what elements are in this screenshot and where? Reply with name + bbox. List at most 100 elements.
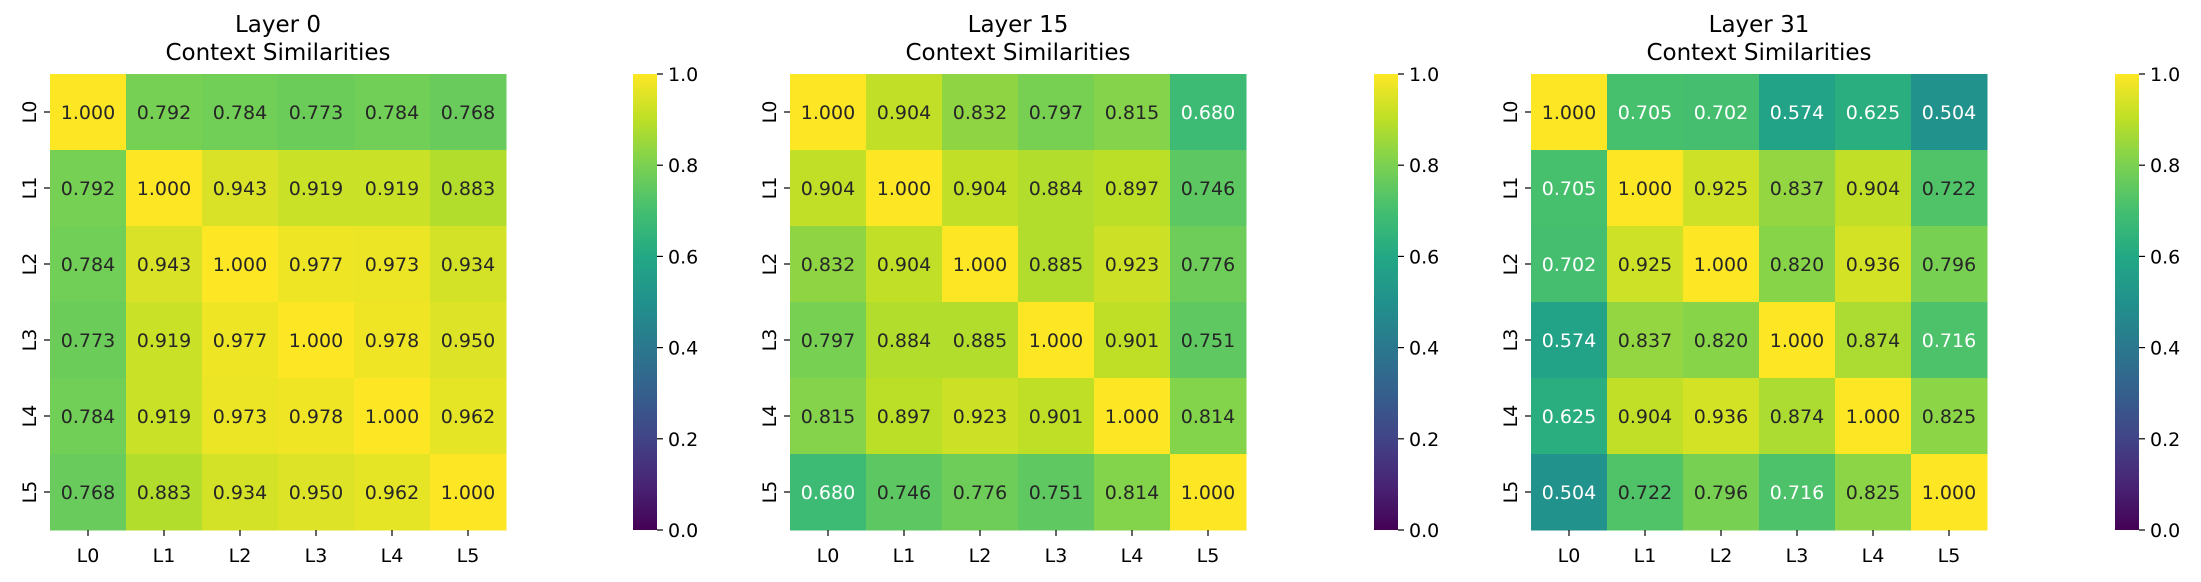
cell-value-label: 0.884 <box>877 330 931 352</box>
heatmap-cell <box>1170 226 1247 303</box>
cell-value-label: 1.000 <box>365 406 419 428</box>
heatmap-cell <box>1607 226 1684 303</box>
heatmap-cell <box>430 454 507 531</box>
x-tick-label: L1 <box>153 545 176 567</box>
chart-title-line-0: Layer 15 <box>968 12 1069 38</box>
cell-value-label: 0.919 <box>289 178 343 200</box>
x-tick-label: L1 <box>1634 545 1657 567</box>
x-tick-label: L5 <box>1938 545 1961 567</box>
cell-value-label: 0.883 <box>137 482 191 504</box>
cell-value-label: 1.000 <box>137 178 191 200</box>
cell-value-label: 1.000 <box>1770 330 1824 352</box>
cell-value-label: 0.574 <box>1770 102 1824 124</box>
cell-value-label: 0.934 <box>441 254 495 276</box>
colorbar <box>2115 74 2139 530</box>
y-tick-label: L2 <box>1500 253 1522 276</box>
cell-value-label: 0.950 <box>441 330 495 352</box>
heatmap-cell <box>1607 454 1684 531</box>
cell-value-label: 0.832 <box>801 254 855 276</box>
cell-value-label: 0.768 <box>61 482 115 504</box>
cell-value-label: 0.978 <box>365 330 419 352</box>
heatmap-cell <box>1607 74 1684 151</box>
cell-value-label: 0.923 <box>953 406 1007 428</box>
heatmap-cell <box>942 378 1019 455</box>
heatmap-cell <box>430 74 507 151</box>
cell-value-label: 1.000 <box>1694 254 1748 276</box>
colorbar-tick-label: 0.4 <box>668 338 698 360</box>
cell-value-label: 1.000 <box>1922 482 1976 504</box>
cell-value-label: 1.000 <box>953 254 1007 276</box>
heatmap-cell <box>1683 226 1760 303</box>
x-tick-label: L0 <box>817 545 840 567</box>
cell-value-label: 0.705 <box>1542 178 1596 200</box>
colorbar-tick-label: 0.0 <box>1409 520 1439 542</box>
colorbar-tick-label: 1.0 <box>668 64 698 86</box>
cell-value-label: 0.814 <box>1181 406 1235 428</box>
y-tick-label: L5 <box>759 481 781 504</box>
cell-value-label: 0.722 <box>1618 482 1672 504</box>
cell-value-label: 0.784 <box>61 254 115 276</box>
cell-value-label: 1.000 <box>1542 102 1596 124</box>
cell-value-label: 0.746 <box>1181 178 1235 200</box>
cell-value-label: 0.925 <box>1618 254 1672 276</box>
heatmap-cell <box>1018 74 1095 151</box>
x-tick-label: L2 <box>1710 545 1733 567</box>
x-tick-label: L0 <box>77 545 100 567</box>
y-tick-label: L4 <box>1500 405 1522 428</box>
cell-value-label: 0.897 <box>877 406 931 428</box>
colorbar-tick-label: 0.6 <box>2150 246 2180 268</box>
cell-value-label: 0.820 <box>1694 330 1748 352</box>
heatmap-cell <box>1607 150 1684 227</box>
cell-value-label: 0.936 <box>1694 406 1748 428</box>
y-tick-label: L5 <box>19 481 41 504</box>
cell-value-label: 1.000 <box>61 102 115 124</box>
heatmap-cell <box>1759 378 1836 455</box>
heatmap-cell <box>1531 302 1608 379</box>
heatmap-cell <box>430 226 507 303</box>
y-tick-label: L1 <box>759 177 781 200</box>
heatmap-cell <box>1531 378 1608 455</box>
cell-value-label: 0.904 <box>953 178 1007 200</box>
heatmap-cell <box>1531 74 1608 151</box>
cell-value-label: 0.837 <box>1618 330 1672 352</box>
heatmap-cell <box>1911 454 1988 531</box>
cell-value-label: 0.625 <box>1846 102 1900 124</box>
heatmap-cell <box>942 74 1019 151</box>
heatmap-cell <box>1607 378 1684 455</box>
heatmap-cell <box>1911 302 1988 379</box>
heatmap-cell <box>1170 302 1247 379</box>
heatmap-cell <box>202 454 279 531</box>
colorbar-tick-label: 0.6 <box>1409 246 1439 268</box>
heatmap-cell <box>1018 454 1095 531</box>
x-tick-label: L3 <box>1045 545 1068 567</box>
cell-value-label: 0.716 <box>1922 330 1976 352</box>
heatmap-cell <box>942 302 1019 379</box>
cell-value-label: 0.702 <box>1694 102 1748 124</box>
colorbar-tick-label: 0.4 <box>2150 338 2180 360</box>
y-tick-label: L1 <box>19 177 41 200</box>
heatmap-cell <box>790 302 867 379</box>
colorbar <box>633 74 657 530</box>
heatmap-cell <box>1170 378 1247 455</box>
chart-title-line-1: Context Similarities <box>165 40 390 66</box>
x-tick-label: L4 <box>1862 545 1885 567</box>
cell-value-label: 0.751 <box>1181 330 1235 352</box>
cell-value-label: 0.814 <box>1105 482 1159 504</box>
cell-value-label: 0.792 <box>137 102 191 124</box>
y-tick-label: L4 <box>759 405 781 428</box>
chart-title-line-0: Layer 31 <box>1709 12 1810 38</box>
cell-value-label: 0.820 <box>1770 254 1824 276</box>
y-tick-label: L2 <box>19 253 41 276</box>
cell-value-label: 0.977 <box>289 254 343 276</box>
cell-value-label: 0.680 <box>801 482 855 504</box>
colorbar-tick-label: 1.0 <box>1409 64 1439 86</box>
heatmap-cell <box>354 150 431 227</box>
heatmap-cell <box>1683 150 1760 227</box>
cell-value-label: 0.768 <box>441 102 495 124</box>
chart-title-line-1: Context Similarities <box>1646 40 1871 66</box>
heatmap-cell <box>1759 454 1836 531</box>
cell-value-label: 0.815 <box>1105 102 1159 124</box>
cell-value-label: 0.943 <box>137 254 191 276</box>
